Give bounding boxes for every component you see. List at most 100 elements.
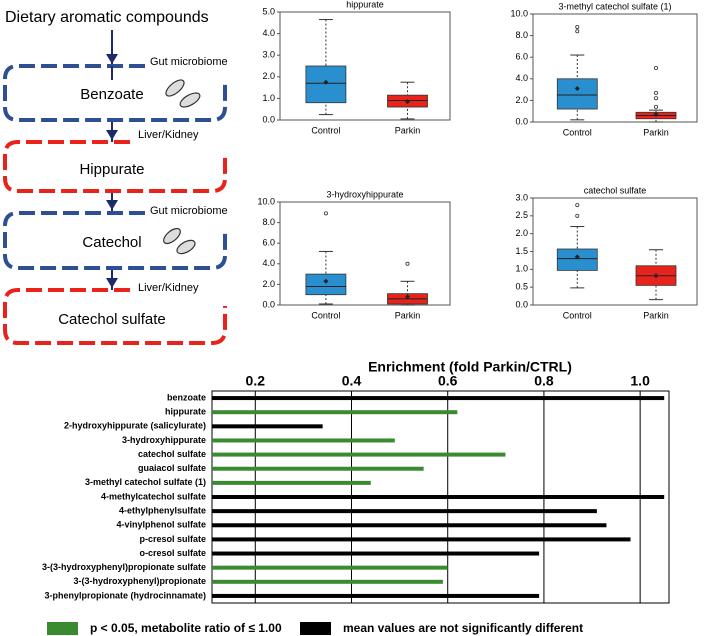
bar [212, 452, 506, 457]
legend-swatch [300, 622, 331, 635]
chart-title: catechol sulfate [584, 185, 647, 195]
y-tick-label: 4.0 [262, 28, 275, 38]
y-tick-label: hippurate [165, 407, 206, 417]
y-tick-label: 0.0 [262, 299, 275, 309]
outlier [575, 24, 580, 29]
y-tick-label: 0.0 [515, 299, 528, 309]
y-tick-label: 5.0 [262, 6, 275, 16]
y-tick-label: 4.0 [262, 258, 275, 268]
mean [405, 294, 410, 300]
bar [212, 480, 371, 485]
legend-label: p < 0.05, metabolite ratio of ≤ 1.00 [90, 621, 282, 635]
x-tick-label: Parkin [643, 127, 669, 137]
bar [212, 466, 424, 471]
plot-frame [279, 201, 451, 306]
x-tick-label: Control [563, 127, 592, 137]
mean [574, 86, 580, 92]
x-tick-label: 1.0 [630, 373, 650, 389]
outlier [654, 66, 659, 71]
x-tick-label: 0.2 [246, 373, 266, 389]
mean [405, 99, 410, 105]
step-label: Liver/Kidney [138, 282, 199, 294]
y-tick-label: 2.0 [515, 228, 528, 238]
y-tick-label: 6.0 [515, 52, 528, 62]
outlier [654, 90, 659, 95]
y-tick-label: 2.0 [262, 279, 275, 289]
x-tick-label: Control [563, 310, 592, 320]
y-tick-label: 4.0 [515, 73, 528, 83]
bar [212, 551, 540, 556]
outlier [575, 203, 580, 208]
label-bg [65, 160, 160, 180]
y-tick-label: 0.0 [515, 116, 528, 126]
y-tick-label: 3-phenylpropionate (hydrocinnamate) [44, 590, 206, 600]
y-tick-label: 8.0 [515, 30, 528, 40]
y-tick-label: p-cresol sulfate [139, 534, 206, 544]
y-tick-label: 2-hydroxyhippurate (salicylurate) [64, 421, 206, 431]
y-tick-label: 1.5 [515, 246, 528, 256]
legend-swatch [47, 622, 78, 635]
label-bg [72, 233, 152, 253]
step-label: Liver/Kidney [138, 129, 199, 141]
bar [212, 565, 448, 570]
bar [212, 523, 607, 528]
y-tick-label: 3-methyl catechol sulfate (1) [85, 477, 206, 487]
box [556, 78, 598, 110]
pathway-diagram: Dietary aromatic compounds Gut microbiom… [3, 9, 228, 345]
y-tick-label: 2.0 [262, 71, 275, 81]
bar [212, 579, 443, 584]
y-tick-label: 4-vinylphenol sulfate [116, 520, 206, 530]
y-tick-label: 10.0 [257, 196, 275, 206]
outlier [323, 211, 328, 216]
x-tick-label: 0.4 [342, 373, 362, 389]
y-tick-label: 0.5 [515, 282, 528, 292]
chart-title: 3-hydroxyhippurate [326, 189, 403, 199]
y-tick-label: o-cresol sulfate [139, 548, 206, 558]
y-tick-label: benzoate [167, 392, 206, 402]
mean [574, 254, 580, 260]
node-label: Catechol [82, 234, 141, 251]
bar [212, 593, 540, 598]
x-tick-label: Control [311, 125, 340, 135]
node-label: Hippurate [79, 161, 144, 178]
y-tick-label: 3.0 [262, 50, 275, 60]
step-label: Gut microbiome [150, 205, 228, 217]
plot-frame [279, 11, 451, 121]
chart-title: 3-methyl catechol sulfate (1) [558, 1, 671, 11]
x-tick-label: Parkin [395, 125, 421, 135]
bar [212, 537, 631, 542]
plot-frame [532, 13, 698, 123]
bar [212, 438, 395, 443]
node-label: Catechol sulfate [58, 311, 166, 328]
bar [212, 396, 665, 401]
mean [653, 273, 659, 279]
bar [212, 410, 458, 415]
x-tick-label: Control [311, 310, 340, 320]
y-tick-label: 2.5 [515, 210, 528, 220]
y-tick-label: 4-ethylphenylsulfate [119, 506, 206, 516]
outlier [575, 29, 580, 34]
label-bg [72, 85, 152, 105]
y-tick-label: 3-hydroxyhippurate [122, 435, 206, 445]
node-label: Benzoate [80, 86, 143, 103]
x-tick-label: Parkin [395, 310, 421, 320]
y-tick-label: 3.0 [515, 192, 528, 202]
y-tick-label: catechol sulfate [138, 449, 206, 459]
y-tick-label: 1.0 [515, 264, 528, 274]
outlier [654, 104, 659, 109]
diagram-start: Dietary aromatic compounds [5, 9, 209, 26]
bacteria-icon [163, 79, 201, 255]
y-tick-label: 8.0 [262, 217, 275, 227]
bar [212, 495, 665, 499]
x-tick-label: Parkin [643, 310, 669, 320]
y-tick-label: 3-(3-hydroxyphenyl)propionate [73, 576, 206, 586]
y-tick-label: 3-(3-hydroxyphenyl)propionate sulfate [42, 562, 206, 572]
chart-title: hippurate [346, 0, 384, 9]
y-tick-label: 4-methylcatechol sulfate [101, 491, 206, 501]
y-tick-label: guaiacol sulfate [138, 463, 206, 473]
x-tick-label: 0.8 [534, 373, 554, 389]
legend-label: mean values are not significantly differ… [343, 621, 583, 635]
y-tick-label: 2.0 [515, 95, 528, 105]
outlier [654, 96, 659, 101]
